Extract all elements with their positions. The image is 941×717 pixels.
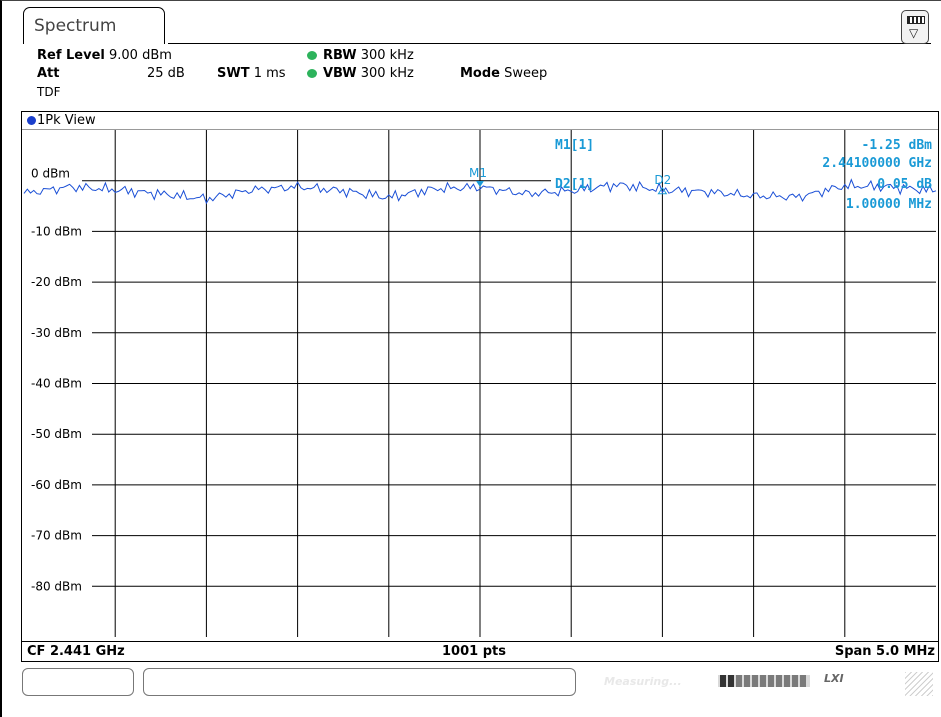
hardware-settings-button[interactable]: ▽ xyxy=(901,10,929,44)
d2-readout-label: D2[1] xyxy=(555,177,594,192)
rbw-status-dot xyxy=(307,51,317,60)
m1-frequency: 2.44100000 GHz xyxy=(822,156,932,171)
progress-segment xyxy=(800,675,806,687)
mode-label: Mode xyxy=(460,66,500,81)
sweep-progress-bar xyxy=(718,675,810,687)
vbw-info: VBW 300 kHz xyxy=(307,66,414,82)
progress-segment xyxy=(736,675,742,687)
progress-segment xyxy=(792,675,798,687)
progress-segment xyxy=(776,675,782,687)
swt-value: 1 ms xyxy=(253,66,286,81)
measuring-status: Measuring... xyxy=(604,675,682,688)
y-tick-label: -80 dBm xyxy=(31,579,82,593)
sweep-points: 1001 pts xyxy=(442,644,506,659)
progress-segment xyxy=(784,675,790,687)
progress-segment xyxy=(728,675,734,687)
m1-marker-tag: M1 xyxy=(469,166,487,180)
y-tick-label: -30 dBm xyxy=(31,326,82,340)
y-tick-label: -20 dBm xyxy=(31,275,82,289)
m1-marker-triangle xyxy=(476,181,484,188)
y-tick-label: -70 dBm xyxy=(31,529,82,543)
status-field-2[interactable] xyxy=(143,668,576,696)
y-tick-label: -40 dBm xyxy=(31,377,82,391)
ref-level-value: 9.00 dBm xyxy=(109,48,172,63)
tab-joint xyxy=(24,43,164,45)
center-frequency: CF 2.441 GHz xyxy=(27,644,125,659)
d2-marker-triangle xyxy=(657,186,668,195)
vbw-status-dot xyxy=(307,69,317,78)
mode-info: Mode Sweep xyxy=(460,66,547,82)
y-tick-label: -50 dBm xyxy=(31,427,82,441)
diagram-grid xyxy=(92,130,936,637)
tab-strip-line xyxy=(168,43,931,44)
rbw-label: RBW xyxy=(323,48,357,63)
marker-layer xyxy=(476,181,668,195)
m1-readout-label: M1[1] xyxy=(555,138,594,153)
view-label: 1Pk View xyxy=(37,113,96,128)
view-indicator-dot xyxy=(27,116,36,125)
m1-level: -1.25 dBm xyxy=(862,138,933,153)
y-tick-label: 0 dBm xyxy=(31,167,70,181)
att-label-wrap: Att xyxy=(37,66,60,82)
triangle-down-icon: ▽ xyxy=(909,26,919,40)
ref-level-info: Ref Level 9.00 dBm xyxy=(37,48,172,64)
y-tick-label: -10 dBm xyxy=(31,224,82,238)
y-tick-label: -60 dBm xyxy=(31,478,82,492)
status-field-1[interactable] xyxy=(22,668,134,696)
display-config-icon xyxy=(907,16,925,24)
tdf-label: TDF xyxy=(37,85,61,99)
lxi-icon: LXI xyxy=(824,672,844,685)
vbw-label: VBW xyxy=(323,66,357,81)
swt-label: SWT xyxy=(217,66,250,81)
marker-table: M1[1] -1.25 dBm 2.44100000 GHz D2[1] 0.0… xyxy=(555,138,932,212)
trace-1 xyxy=(23,178,937,205)
swt-info: SWT 1 ms xyxy=(217,66,286,82)
d2-frequency: 1.00000 MHz xyxy=(846,197,932,212)
att-label: Att xyxy=(37,66,60,81)
ref-level-label: Ref Level xyxy=(37,48,105,63)
rbw-value: 300 kHz xyxy=(360,48,414,63)
y-axis-labels: 0 dBm -10 dBm -20 dBm -30 dBm -40 dBm -50 dBm… xyxy=(31,167,82,594)
progress-segment xyxy=(720,675,726,687)
progress-segment xyxy=(768,675,774,687)
d2-marker-tag: D2 xyxy=(654,173,671,187)
resize-grip-icon[interactable] xyxy=(905,672,933,696)
progress-segment xyxy=(744,675,750,687)
d2-level: 0.05 dB xyxy=(877,177,932,192)
att-value: 25 dB xyxy=(147,66,185,81)
diagram-footer: CF 2.441 GHz 1001 pts Span 5.0 MHz xyxy=(22,641,938,662)
diagram-border xyxy=(21,111,939,662)
vbw-value: 300 kHz xyxy=(360,66,414,81)
span-value: Span 5.0 MHz xyxy=(834,644,935,659)
view-title-bar: 1Pk View xyxy=(22,112,938,130)
rbw-info: RBW 300 kHz xyxy=(307,48,414,64)
progress-segment xyxy=(760,675,766,687)
mode-value: Sweep xyxy=(504,66,548,81)
tab-spectrum[interactable]: Spectrum xyxy=(23,7,165,44)
progress-segment xyxy=(752,675,758,687)
